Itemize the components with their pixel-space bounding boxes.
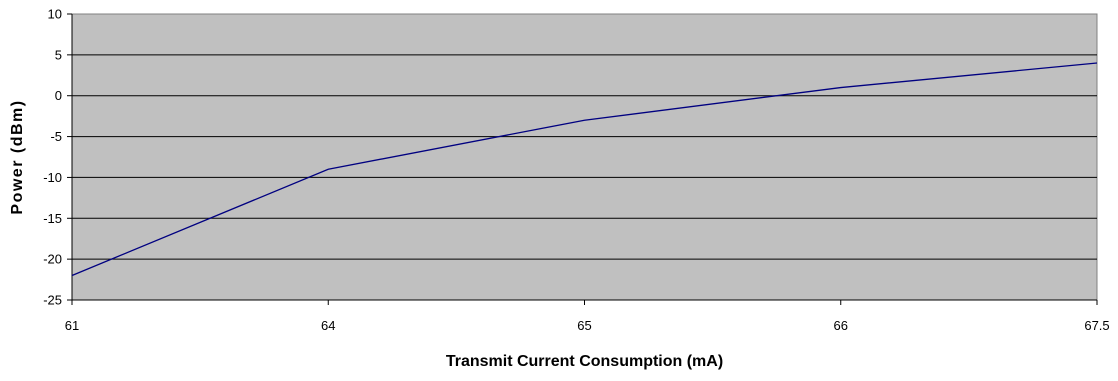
y-tick-label: -25 — [43, 293, 62, 308]
y-tick-label: 0 — [55, 88, 62, 103]
y-tick-label: 10 — [48, 7, 62, 22]
x-tick-label: 67.5 — [1084, 318, 1109, 333]
axes — [67, 13, 1098, 305]
y-tick-label: 5 — [55, 47, 62, 62]
y-tick-label: -10 — [43, 170, 62, 185]
y-tick-label: -15 — [43, 211, 62, 226]
plot-area — [71, 13, 1098, 301]
y-tick-label: -20 — [43, 252, 62, 267]
x-tick-labels: 61 64 65 66 67.5 — [65, 318, 1110, 333]
x-tick-label: 65 — [577, 318, 591, 333]
y-axis-title: Power (dBm) — [9, 99, 26, 214]
series-line — [71, 62, 1098, 277]
series-group — [71, 62, 1098, 277]
x-axis-title: Transmit Current Consumption (mA) — [446, 353, 723, 370]
x-tick-label: 66 — [834, 318, 848, 333]
y-tick-labels: 10 5 0 -5 -10 -15 -20 -25 — [43, 7, 62, 308]
gridlines — [72, 54, 1097, 260]
x-tick-label: 64 — [321, 318, 335, 333]
x-tick-label: 61 — [65, 318, 79, 333]
y-tick-label: -5 — [50, 129, 62, 144]
